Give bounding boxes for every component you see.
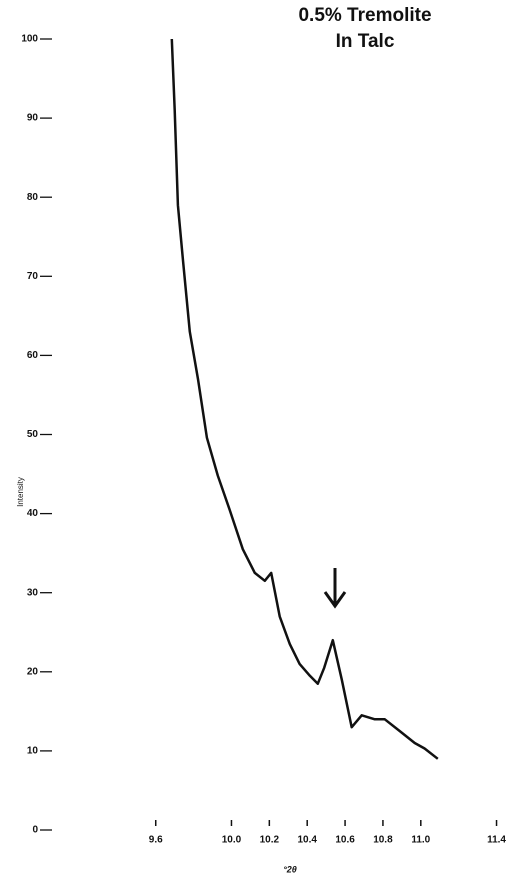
y-tick-label: 80	[27, 192, 39, 203]
y-tick-label: 0	[32, 825, 38, 836]
chart-title: In Talc	[336, 31, 395, 52]
y-tick-label: 10	[27, 746, 39, 757]
y-tick-label: 100	[21, 34, 38, 45]
x-tick-label: 10.8	[373, 835, 393, 846]
x-tick-label: 10.2	[260, 835, 280, 846]
y-tick-label: 90	[27, 113, 39, 124]
arrow-annotation	[323, 568, 347, 609]
y-axis-label: Intensity	[16, 477, 25, 507]
x-tick-label: 9.6	[149, 835, 163, 846]
y-tick-label: 60	[27, 350, 39, 361]
x-tick-label: 11.4	[487, 835, 506, 846]
x-tick-label: 10.0	[222, 835, 242, 846]
x-tick-label: 10.6	[335, 835, 355, 846]
x-tick-label: 11.0	[411, 835, 430, 846]
chart-title: 0.5% Tremolite	[298, 5, 431, 26]
data-line	[170, 38, 439, 760]
x-tick-label: 10.4	[297, 835, 317, 846]
y-tick-label: 30	[27, 587, 39, 598]
y-tick-label: 20	[27, 666, 39, 677]
y-tick-label: 40	[27, 508, 39, 519]
y-tick-label: 70	[27, 271, 39, 282]
x-axis-label: °2θ	[283, 864, 297, 874]
y-tick-label: 50	[27, 429, 39, 440]
